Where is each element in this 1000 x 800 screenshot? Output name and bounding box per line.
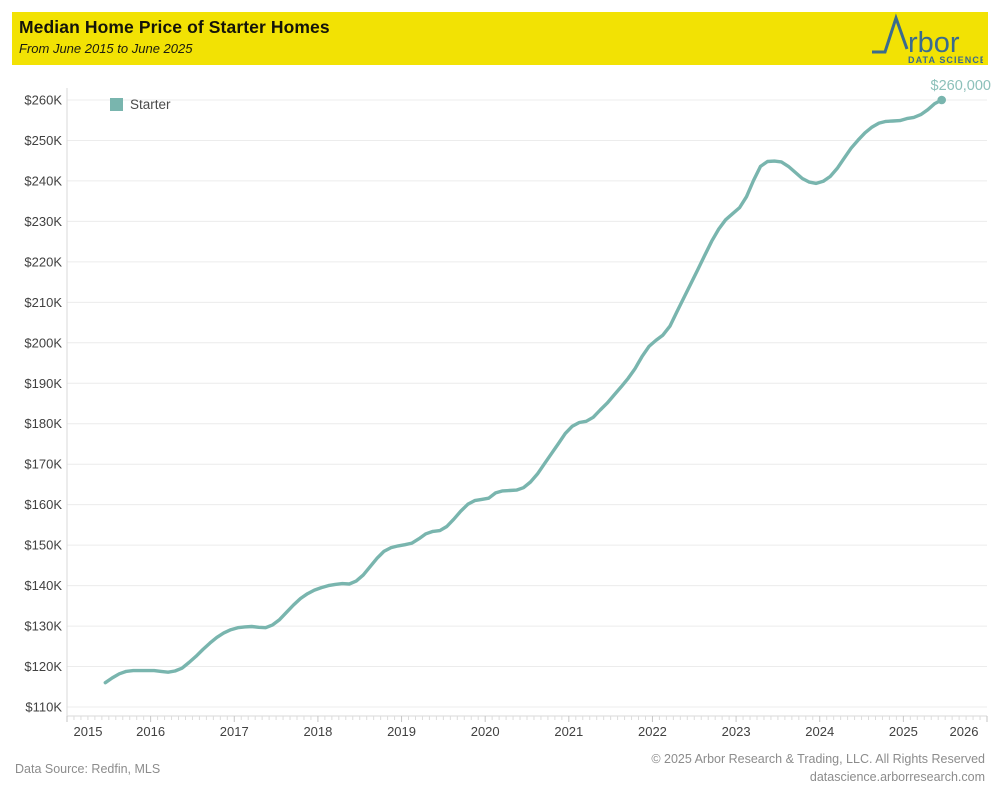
x-axis-tick-label: 2019 [387, 724, 416, 739]
website-line: datascience.arborresearch.com [809, 770, 985, 784]
y-axis-tick-label: $160K [24, 497, 62, 512]
logo-tagline-text: DATA SCIENCE [908, 55, 983, 65]
legend-label: Starter [130, 97, 171, 112]
x-axis-tick-label: 2020 [471, 724, 500, 739]
x-axis-tick-label: 2023 [722, 724, 751, 739]
starter-price-line [103, 98, 944, 685]
x-axis-tick-label: 2022 [638, 724, 667, 739]
y-axis-tick-label: $260K [24, 93, 62, 108]
legend-item-starter[interactable]: Starter [110, 97, 171, 112]
data-source-note: Data Source: Redfin, MLS [15, 762, 161, 776]
header-band: Median Home Price of Starter Homes From … [12, 12, 988, 65]
x-axis-tick-label: 2016 [136, 724, 165, 739]
y-axis-tick-label: $230K [24, 214, 62, 229]
y-axis-tick-label: $110K [25, 700, 62, 715]
chart-subtitle: From June 2015 to June 2025 [19, 41, 193, 56]
legend-swatch [110, 98, 123, 111]
x-axis-tick-label: 2017 [220, 724, 249, 739]
y-axis-tick-label: $120K [24, 659, 62, 674]
x-axis-tick-label: 2015 [74, 724, 103, 739]
copyright-note: © 2025 Arbor Research & Trading, LLC. Al… [651, 750, 985, 786]
y-axis-tick-label: $170K [24, 457, 62, 472]
y-axis-tick-label: $240K [24, 173, 62, 188]
y-axis-tick-label: $250K [24, 133, 62, 148]
arbor-data-science-logo: rbor DATA SCIENCE [872, 13, 983, 65]
y-axis-tick-label: $130K [24, 619, 62, 634]
line-end-dot [937, 95, 946, 105]
x-axis-tick-label: 2026 [950, 724, 979, 739]
logo-peak-line-icon [872, 13, 909, 54]
x-axis-tick-label: 2018 [303, 724, 332, 739]
y-axis-tick-label: $200K [24, 335, 62, 350]
x-axis-tick-label: 2025 [889, 724, 918, 739]
copyright-line: © 2025 Arbor Research & Trading, LLC. Al… [651, 752, 985, 766]
y-axis-tick-label: $150K [24, 538, 62, 553]
y-axis-tick-label: $190K [24, 376, 62, 391]
y-axis-tick-label: $140K [24, 578, 62, 593]
last-value-annotation: $260,000 [930, 78, 991, 94]
y-axis-tick-label: $180K [24, 416, 62, 431]
y-axis-tick-label: $210K [24, 295, 62, 310]
chart-title: Median Home Price of Starter Homes [19, 17, 330, 37]
y-axis-tick-label: $220K [24, 254, 62, 269]
x-axis-tick-label: 2024 [805, 724, 834, 739]
x-axis-tick-label: 2021 [554, 724, 583, 739]
logo-brand-text: rbor [908, 27, 960, 59]
